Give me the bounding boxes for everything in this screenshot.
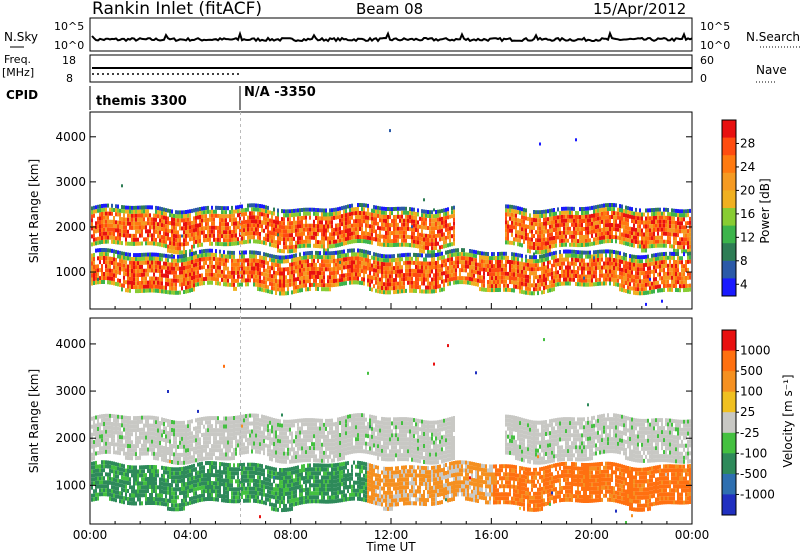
colorbar-swatch: [722, 432, 736, 454]
nave-axis-bottom: 0: [700, 72, 707, 85]
colorbar-swatch: [722, 412, 736, 434]
nsky-trace: [91, 30, 693, 43]
colorbar-tick-label: 8: [740, 254, 748, 268]
power-colorbar-label: Power [dB]: [758, 178, 772, 243]
cpid-label: CPID: [6, 88, 38, 102]
colorbar-tick-label: 24: [740, 160, 755, 174]
nave-axis-top: 60: [700, 54, 714, 67]
colorbar-swatch: [722, 155, 736, 174]
colorbar-swatch: [722, 473, 736, 495]
colorbar-tick-label: -25: [740, 426, 760, 440]
velocity-ylabel: Slant Range [km]: [27, 369, 41, 473]
nsky-axis-right-bottom: 10^0: [700, 39, 730, 52]
colorbar-tick-label: -1000: [740, 487, 775, 501]
colorbar-swatch: [722, 243, 736, 262]
cpid-segment-1: themis 3300: [96, 94, 187, 109]
colorbar-tick-label: 500: [740, 364, 763, 378]
x-tick-label: 08:00: [273, 528, 308, 542]
y-tick-label: 4000: [55, 337, 86, 351]
nsky-axis-bottom: 10^0: [54, 39, 84, 52]
freq-unit: [MHz]: [2, 66, 34, 79]
colorbar-tick-label: 28: [740, 136, 755, 150]
colorbar-swatch: [722, 225, 736, 244]
date-title: 15/Apr/2012: [593, 0, 686, 18]
colorbar-tick-label: 100: [740, 385, 763, 399]
colorbar-swatch: [722, 391, 736, 413]
nsearch-label: N.Search: [746, 30, 800, 44]
colorbar-tick-label: 16: [740, 207, 755, 221]
colorbar-tick-label: 4: [740, 277, 748, 291]
y-tick-label: 4000: [55, 130, 86, 144]
x-tick-label: 04:00: [173, 528, 208, 542]
velocity-colorbar-label: Velocity [m s⁻¹]: [781, 374, 795, 467]
colorbar-tick-label: 20: [740, 183, 755, 197]
y-tick-label: 1000: [55, 265, 86, 279]
freq-label: Freq.: [4, 53, 31, 66]
colorbar-swatch: [722, 208, 736, 227]
nave-label: Nave: [756, 63, 787, 77]
power-heatmap: [91, 129, 691, 306]
beam-title: Beam 08: [356, 0, 423, 18]
power-ylabel: Slant Range [km]: [27, 159, 41, 263]
colorbar-swatch: [722, 330, 736, 352]
power-y-axis: 4000 3000 2000 1000: [55, 130, 692, 279]
cpid-segment-2: N/A -3350: [244, 85, 316, 100]
x-tick-label: 16:00: [474, 528, 509, 542]
colorbar-swatch: [722, 137, 736, 156]
colorbar-tick-label: -500: [740, 467, 767, 481]
x-tick-label: 00:00: [73, 528, 108, 542]
y-tick-label: 1000: [55, 478, 86, 492]
x-axis-label: Time UT: [365, 540, 416, 554]
nsky-label: N.Sky: [4, 30, 38, 44]
colorbar-swatch: [722, 371, 736, 393]
nsky-panel: [89, 17, 693, 52]
y-tick-label: 3000: [55, 384, 86, 398]
y-tick-label: 3000: [55, 175, 86, 189]
nsky-axis-right-top: 10^5: [700, 20, 730, 33]
x-axis: 00:00 04:00 08:00 12:00 16:00 20:00 00:00: [73, 112, 710, 542]
colorbar-swatch: [722, 120, 736, 139]
colorbar-swatch: [722, 453, 736, 475]
power-colorbar: 28 24 20 16 12 8 4: [721, 119, 755, 297]
velocity-heatmap: [91, 338, 691, 524]
station-title: Rankin Inlet (fitACF): [92, 0, 262, 19]
freq-axis-top: 18: [62, 54, 76, 67]
colorbar-tick-label: 1000: [740, 344, 771, 358]
colorbar-swatch: [722, 260, 736, 279]
nsky-axis-top: 10^5: [54, 20, 84, 33]
x-tick-label: 00:00: [675, 528, 710, 542]
colorbar-swatch: [722, 494, 736, 516]
colorbar-tick-label: 25: [740, 405, 755, 419]
x-tick-label: 12:00: [374, 528, 409, 542]
x-tick-label: 20:00: [574, 528, 609, 542]
velocity-y-axis: 4000 3000 2000 1000: [55, 337, 692, 492]
velocity-colorbar: 1000 500 100 25 -25 -100 -500 -1000: [721, 329, 775, 516]
y-tick-label: 2000: [55, 431, 86, 445]
colorbar-swatch: [722, 172, 736, 191]
y-tick-label: 2000: [55, 220, 86, 234]
colorbar-swatch: [722, 278, 736, 297]
freq-axis-bottom: 8: [66, 72, 73, 85]
colorbar-tick-label: 12: [740, 230, 755, 244]
colorbar-swatch: [722, 350, 736, 372]
colorbar-swatch: [722, 190, 736, 209]
colorbar-tick-label: -100: [740, 446, 767, 460]
